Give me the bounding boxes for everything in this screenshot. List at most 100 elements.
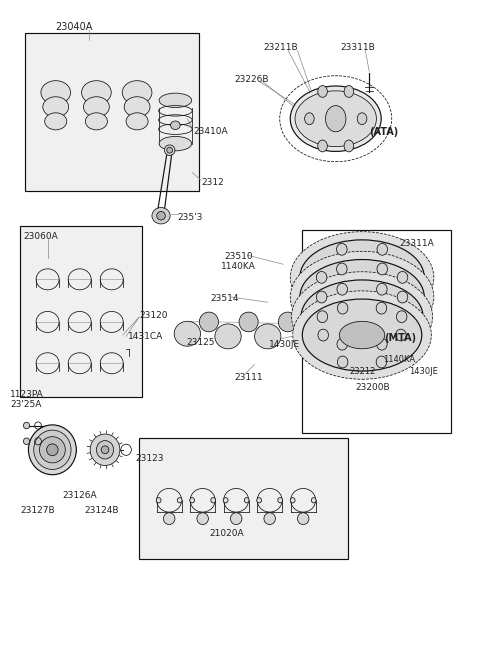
Ellipse shape <box>337 338 348 350</box>
Ellipse shape <box>295 325 319 348</box>
Ellipse shape <box>397 291 408 303</box>
Ellipse shape <box>156 497 161 503</box>
Text: 23211B: 23211B <box>263 43 298 53</box>
Ellipse shape <box>290 497 295 503</box>
Text: 23040A: 23040A <box>56 22 93 32</box>
Ellipse shape <box>24 438 30 445</box>
Ellipse shape <box>344 85 354 97</box>
Ellipse shape <box>157 212 165 220</box>
Text: 23514: 23514 <box>210 294 239 303</box>
Ellipse shape <box>90 434 120 466</box>
Ellipse shape <box>376 302 387 314</box>
Ellipse shape <box>101 446 109 454</box>
Ellipse shape <box>257 497 262 503</box>
Ellipse shape <box>124 97 150 117</box>
Ellipse shape <box>336 319 347 331</box>
Ellipse shape <box>300 260 424 334</box>
Ellipse shape <box>45 113 67 130</box>
Ellipse shape <box>336 300 347 311</box>
Ellipse shape <box>290 86 381 151</box>
Ellipse shape <box>295 91 376 147</box>
Text: 23311B: 23311B <box>340 43 375 53</box>
Ellipse shape <box>230 512 242 524</box>
Ellipse shape <box>302 299 422 371</box>
Ellipse shape <box>163 512 175 524</box>
Ellipse shape <box>377 243 387 255</box>
Text: 1123PA: 1123PA <box>10 390 44 399</box>
Ellipse shape <box>305 113 314 125</box>
Ellipse shape <box>190 497 194 503</box>
Text: 23120: 23120 <box>140 311 168 320</box>
Ellipse shape <box>167 147 172 153</box>
Ellipse shape <box>264 512 276 524</box>
Ellipse shape <box>84 97 109 117</box>
Ellipse shape <box>337 302 348 314</box>
FancyBboxPatch shape <box>140 438 348 559</box>
Text: 23126A: 23126A <box>62 491 96 500</box>
Ellipse shape <box>164 145 175 156</box>
Text: 23124B: 23124B <box>84 507 119 515</box>
Text: 23060A: 23060A <box>24 232 59 241</box>
Ellipse shape <box>312 497 316 503</box>
Text: 1431CA: 1431CA <box>128 332 163 341</box>
Ellipse shape <box>298 512 309 524</box>
Ellipse shape <box>211 497 216 503</box>
Ellipse shape <box>377 263 387 275</box>
Ellipse shape <box>357 113 367 125</box>
Text: 23200B: 23200B <box>356 383 390 392</box>
Ellipse shape <box>338 263 386 292</box>
Ellipse shape <box>396 311 407 323</box>
Text: 23127B: 23127B <box>21 507 55 515</box>
Ellipse shape <box>316 291 327 303</box>
Ellipse shape <box>377 338 387 350</box>
Ellipse shape <box>199 312 218 332</box>
Ellipse shape <box>300 240 424 315</box>
Ellipse shape <box>24 422 30 429</box>
Ellipse shape <box>318 140 327 152</box>
Ellipse shape <box>344 140 354 152</box>
Ellipse shape <box>215 324 241 349</box>
FancyBboxPatch shape <box>20 225 142 397</box>
Ellipse shape <box>318 329 328 341</box>
Ellipse shape <box>377 300 387 311</box>
Text: 23410A: 23410A <box>193 127 228 136</box>
Ellipse shape <box>291 272 432 361</box>
Ellipse shape <box>223 497 228 503</box>
Ellipse shape <box>174 321 201 346</box>
Ellipse shape <box>122 81 152 104</box>
Text: 23111: 23111 <box>234 373 263 382</box>
Ellipse shape <box>337 283 348 295</box>
Text: 23311A: 23311A <box>399 238 433 248</box>
Text: 23212: 23212 <box>349 367 375 376</box>
Ellipse shape <box>337 356 348 368</box>
Ellipse shape <box>34 430 71 470</box>
Ellipse shape <box>290 232 434 323</box>
Text: 1140KA: 1140KA <box>384 355 416 364</box>
FancyBboxPatch shape <box>24 34 199 191</box>
Text: 23'25A: 23'25A <box>10 400 42 409</box>
Text: 1430JE: 1430JE <box>269 340 300 349</box>
Ellipse shape <box>336 263 347 275</box>
Ellipse shape <box>96 441 114 459</box>
Ellipse shape <box>197 512 208 524</box>
Text: 23125: 23125 <box>186 338 215 348</box>
Ellipse shape <box>39 437 65 463</box>
Ellipse shape <box>254 324 281 349</box>
Text: (ATA): (ATA) <box>369 127 398 137</box>
Ellipse shape <box>278 312 298 332</box>
Text: 21020A: 21020A <box>209 528 243 537</box>
Ellipse shape <box>82 81 111 104</box>
Text: 1430JE: 1430JE <box>409 367 438 376</box>
Ellipse shape <box>41 81 71 104</box>
Text: 235'3: 235'3 <box>178 213 203 221</box>
Ellipse shape <box>317 311 328 323</box>
Ellipse shape <box>316 271 327 283</box>
Ellipse shape <box>339 321 385 349</box>
Ellipse shape <box>293 291 432 379</box>
Ellipse shape <box>177 497 182 503</box>
Ellipse shape <box>339 303 385 330</box>
Ellipse shape <box>290 252 434 343</box>
Ellipse shape <box>397 271 408 283</box>
Text: 23123: 23123 <box>136 454 164 463</box>
Ellipse shape <box>318 85 327 97</box>
